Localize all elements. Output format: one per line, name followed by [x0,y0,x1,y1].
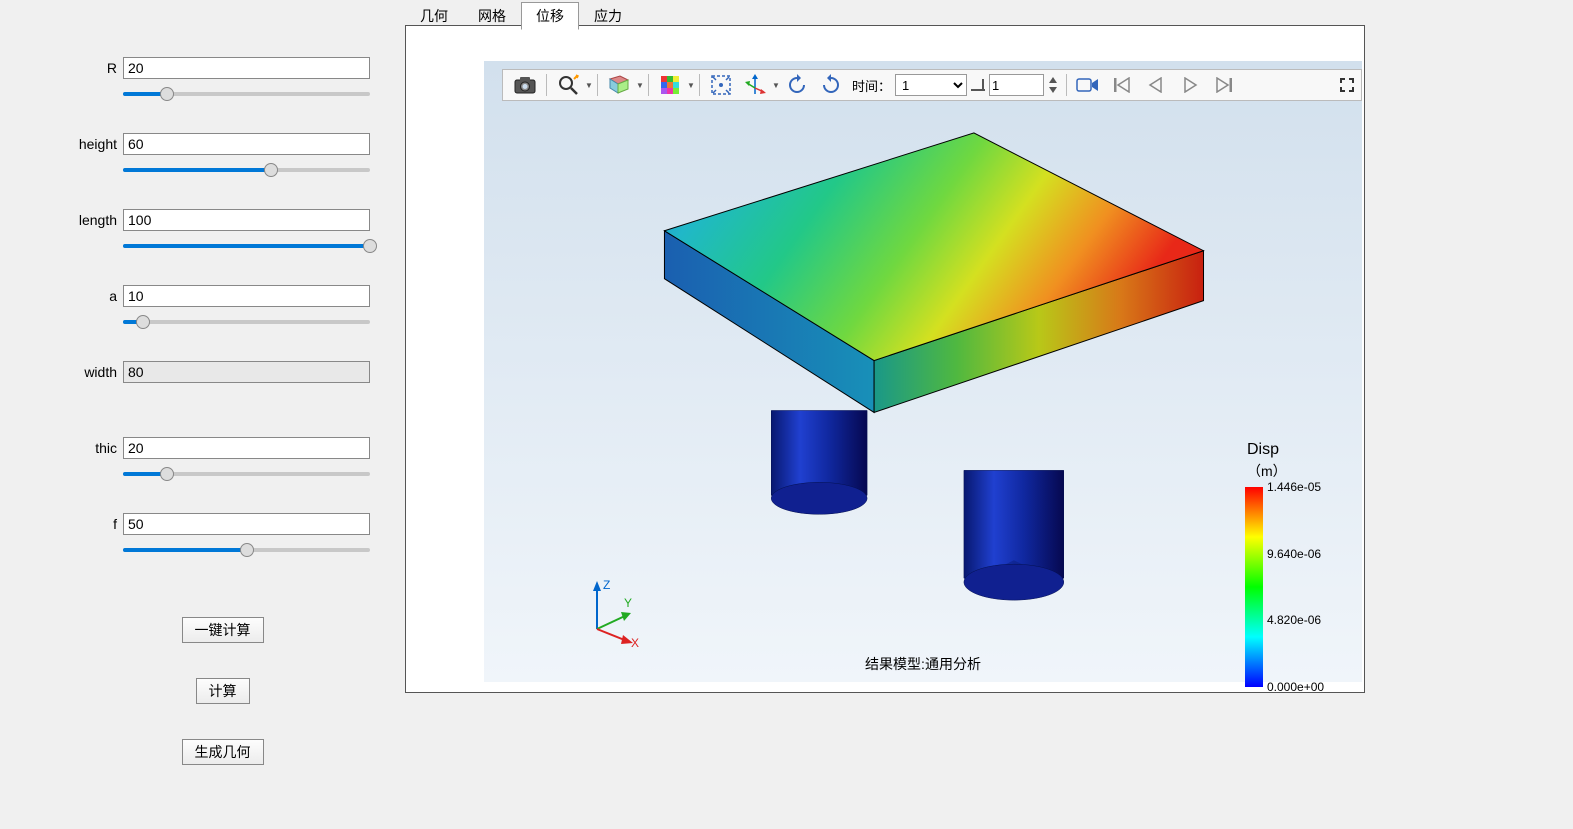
param-row-f: f [75,511,370,537]
skip-first-icon[interactable] [1105,71,1139,99]
param-input-width [123,361,370,383]
button-area: 一键计算计算生成几何 [75,617,370,765]
parameter-panel: Rheight length a width thic f 一键计算计算生成几何 [0,0,400,829]
pillar-back [771,410,867,514]
toolbar-separator [1066,74,1067,96]
time-step-spinner[interactable] [1044,71,1062,99]
axis-icon[interactable] [738,71,772,99]
colorbar-tick: 4.820e-06 [1267,613,1321,627]
toolbar-separator [546,74,547,96]
gen-geom-button[interactable]: 生成几何 [182,739,264,765]
snapshot-icon[interactable] [508,71,542,99]
param-label-height: height [75,136,123,152]
param-input-a[interactable] [123,285,370,307]
colorbar-labels: 1.446e-059.640e-064.820e-060.000e+00 [1267,487,1360,687]
param-row-height: height [75,131,370,157]
param-label-length: length [75,212,123,228]
time-select[interactable]: 1 [895,74,967,96]
fill-style-dropdown-icon[interactable]: ▼ [636,71,644,99]
param-slider-R[interactable] [123,87,370,101]
param-row-R: R [75,55,370,81]
zoom-icon[interactable] [551,71,585,99]
play-icon[interactable] [1173,71,1207,99]
fill-style-icon[interactable] [602,71,636,99]
svg-text:X: X [631,636,639,647]
rotate-cw-icon[interactable] [814,71,848,99]
colorbar-title: Disp [1245,441,1360,459]
axis-dropdown-icon[interactable]: ▼ [772,71,780,99]
param-input-f[interactable] [123,513,370,535]
param-label-R: R [75,60,123,76]
pillar-front [964,470,1064,600]
param-input-length[interactable] [123,209,370,231]
coordinate-triad: Z Y X [579,577,639,637]
calc-button[interactable]: 计算 [196,678,250,704]
param-slider-length[interactable] [123,239,370,253]
record-icon[interactable] [1071,71,1105,99]
toolbar-separator [648,74,649,96]
time-end-icon[interactable] [967,71,989,99]
param-label-a: a [75,288,123,304]
colorbar-tick: 0.000e+00 [1267,680,1324,694]
scene-3d[interactable]: Z Y X 结果模型:通用分析 [484,101,1362,682]
step-forward-icon[interactable] [1207,71,1241,99]
svg-text:Y: Y [624,596,632,610]
result-title: 结果模型:通用分析 [865,654,981,674]
param-label-thic: thic [75,440,123,456]
param-row-a: a [75,283,370,309]
param-input-R[interactable] [123,57,370,79]
main-viewport: ▼ ▼ ▼ ▼ 时间： [405,25,1365,693]
toolbar-separator [597,74,598,96]
colorbar: Disp （m） 1.446e-059.640e-064.820e-060.00… [1245,441,1360,687]
svg-text:Z: Z [603,578,610,592]
expand-icon[interactable] [1338,71,1356,99]
fit-view-icon[interactable] [704,71,738,99]
time-label: 时间： [852,76,891,95]
colormap-icon[interactable] [653,71,687,99]
param-slider-height[interactable] [123,163,370,177]
param-row-width: width [75,359,370,385]
canvas-area: ▼ ▼ ▼ ▼ 时间： [484,61,1362,682]
tab-位移[interactable]: 位移 [521,2,579,30]
param-slider-f[interactable] [123,543,370,557]
param-input-thic[interactable] [123,437,370,459]
model-slab [664,133,1203,413]
colorbar-tick: 1.446e-05 [1267,480,1321,494]
viewport-toolbar: ▼ ▼ ▼ ▼ 时间： [502,69,1362,101]
colormap-dropdown-icon[interactable]: ▼ [687,71,695,99]
param-label-f: f [75,516,123,532]
toolbar-separator [699,74,700,96]
param-label-width: width [75,364,123,380]
colorbar-unit: （m） [1245,461,1360,481]
param-input-height[interactable] [123,133,370,155]
param-slider-a[interactable] [123,315,370,329]
param-slider-thic[interactable] [123,467,370,481]
one-click-calc-button[interactable]: 一键计算 [182,617,264,643]
colorbar-gradient [1245,487,1263,687]
time-step-input[interactable] [989,74,1044,96]
step-back-icon[interactable] [1139,71,1173,99]
param-row-thic: thic [75,435,370,461]
zoom-dropdown-icon[interactable]: ▼ [585,71,593,99]
colorbar-tick: 9.640e-06 [1267,547,1321,561]
rotate-ccw-icon[interactable] [780,71,814,99]
param-row-length: length [75,207,370,233]
